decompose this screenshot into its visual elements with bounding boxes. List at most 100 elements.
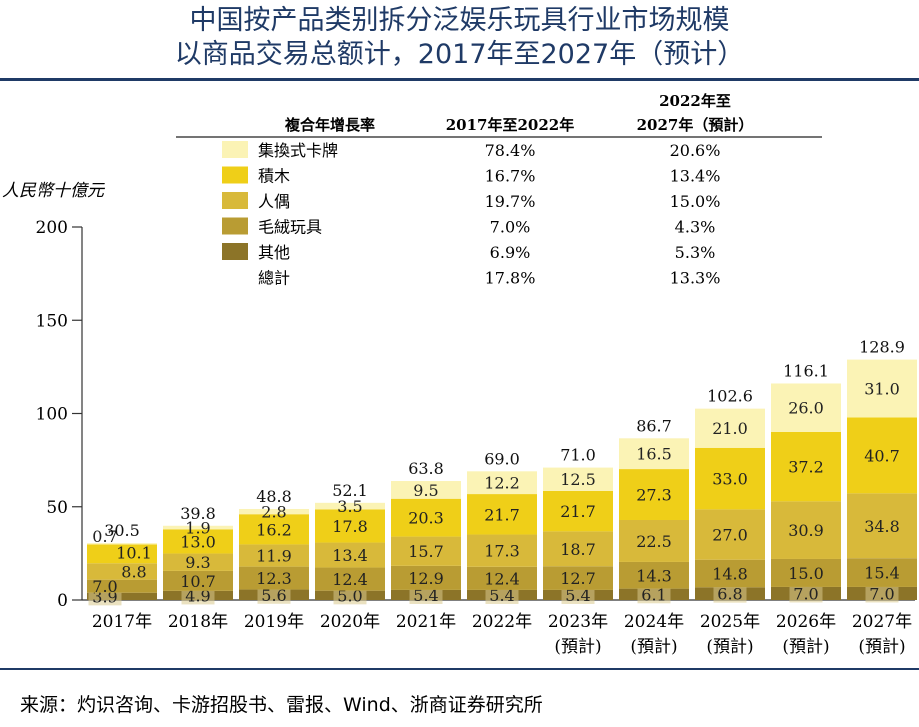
x-tick-label: 2027年 [852,612,912,632]
x-tick-label: 2019年 [244,612,304,632]
bar-segment-label: 18.7 [560,540,596,559]
bar-segment [619,438,689,470]
legend-cagr-2017-2022: 78.4% [485,141,536,160]
bar-segment [847,417,917,494]
bar-total-label: 39.8 [180,504,216,523]
legend-category-name: 積木 [258,167,290,186]
bar-segment [163,529,233,554]
bar-segment-label: 8.8 [121,562,146,581]
bar-segment-label: 12.7 [560,569,596,588]
label-backdrop [865,585,899,603]
bar-segment [239,514,309,545]
bar-segment-label: 10.1 [116,543,152,562]
bar-stack-2021年: 5.412.9 15.7 20.3 9.5 63.8 [391,459,461,605]
bar-segment [543,531,613,567]
legend-cagr-2022-2027: 4.3% [675,218,716,237]
bar-total-label: 48.8 [256,487,292,506]
bar-segment [87,543,157,545]
x-tick-label: 2021年 [396,612,456,632]
source-note: 来源：灼识咨询、卡游招股书、雷报、Wind、浙商证券研究所 [20,694,543,716]
legend-category-name: 毛絨玩具 [258,218,322,237]
bar-segment-label: 7.0 [793,584,818,603]
bar-segment-label: 5.6 [261,586,286,605]
bar-segment-label: 15.0 [788,564,824,583]
label-backdrop [789,585,823,603]
label-backdrop [485,586,519,604]
legend-cagr-2022-2027: 5.3% [675,243,716,262]
label-backdrop [713,585,747,603]
bar-segment [619,519,689,562]
legend-cagr-2017-2022: 7.0% [490,218,531,237]
bar-segment-label: 15.7 [408,542,444,561]
bar-segment-label: 17.8 [332,517,368,536]
label-backdrop [333,587,367,605]
legend-cagr-2017-2022: 17.8% [485,269,536,288]
bar-segment [695,408,765,448]
bar-segment-label: 21.7 [560,502,596,521]
legend-category-name: 集換式卡牌 [258,141,338,160]
x-tick-note: (預計) [782,637,829,657]
x-tick-label: 2023年 [548,612,608,632]
bar-segment-label: 9.3 [185,553,210,572]
bar-stack-2025年: 6.814.8 27.0 33.0 21.0 102.6 [695,387,765,604]
bar-segment [87,563,157,580]
legend-swatch [222,166,248,184]
bar-segment-label: 22.5 [636,532,672,551]
legend-row-5: 總計 17.8% 13.3% [258,269,720,288]
legend-cagr-2017-2022: 16.7% [485,167,536,186]
bar-segment-label: 34.8 [864,517,900,536]
label-backdrop [257,586,291,604]
x-tick-note: (預計) [858,637,905,657]
bar-segment-label: 20.3 [408,509,444,528]
legend-cagr-2022-2027: 20.6% [670,141,721,160]
bar-segment-label: 12.4 [332,570,368,589]
legend-cagr-2017-2022: 19.7% [485,192,536,211]
bar-segment [467,471,537,495]
x-tick-label: 2026年 [776,612,836,632]
legend-header-category: 複合年增長率 [284,116,375,134]
bar-segment-label: 6.8 [717,585,742,604]
label-backdrop [561,586,595,604]
bar-segment-label: 27.0 [712,526,748,545]
bar-segment [467,534,537,567]
bar-segment [391,481,461,499]
title-divider [0,78,919,81]
bar-segment-label: 16.5 [636,445,672,464]
bar-segment [239,508,309,515]
bar-segment-label: 21.7 [484,505,520,524]
legend-category-name: 其他 [258,243,290,262]
legend-row-4: 其他 6.9% 5.3% [222,243,715,262]
bar-segment-label: 40.7 [864,446,900,465]
bar-segment-label: 15.4 [864,564,900,583]
bar-segment [315,502,385,510]
bar-segment-label: 26.0 [788,399,824,418]
x-tick-note: (預計) [630,637,677,657]
bar-segment [315,567,385,591]
bar-segment-label: 31.0 [864,380,900,399]
bar-segment-label: 10.7 [180,572,216,591]
bar-segment-label: 6.1 [641,585,666,604]
legend-cagr-2022-2027: 15.0% [670,192,721,211]
bar-segment-label: 7.0 [869,584,894,603]
bar-segment-label: 1.9 [185,519,210,538]
bar-total-label: 71.0 [560,446,596,465]
bar-segment-label: 7.0 [92,577,117,596]
bar-stack-2023年: 5.412.7 18.7 21.7 12.5 71.0 [543,446,613,605]
bar-segment-label: 37.2 [788,458,824,477]
bar-segment [771,558,841,587]
bar-segment-label: 17.3 [484,542,520,561]
bar-segment-label: 4.9 [185,586,210,605]
x-tick-label: 2024年 [624,612,684,632]
legend-row-0: 集換式卡牌 78.4% 20.6% [222,141,720,160]
x-tick-label: 2017年 [92,612,152,632]
bar-stack-2024年: 6.114.3 22.5 27.3 16.5 86.7 [619,416,689,604]
y-tick-label: 150 [36,311,68,331]
legend-header-period2-line2: 2027年（預計） [637,116,754,134]
bar-segment-label: 13.4 [332,546,368,565]
chart-title-line1: 中国按产品类别拆分泛娱乐玩具行业市场规模 [189,5,730,36]
bar-segment [543,467,613,491]
bar-segment [315,542,385,568]
bar-segment-label: 33.0 [712,470,748,489]
bar-segment [391,498,461,537]
legend-cagr-2017-2022: 6.9% [490,243,531,262]
